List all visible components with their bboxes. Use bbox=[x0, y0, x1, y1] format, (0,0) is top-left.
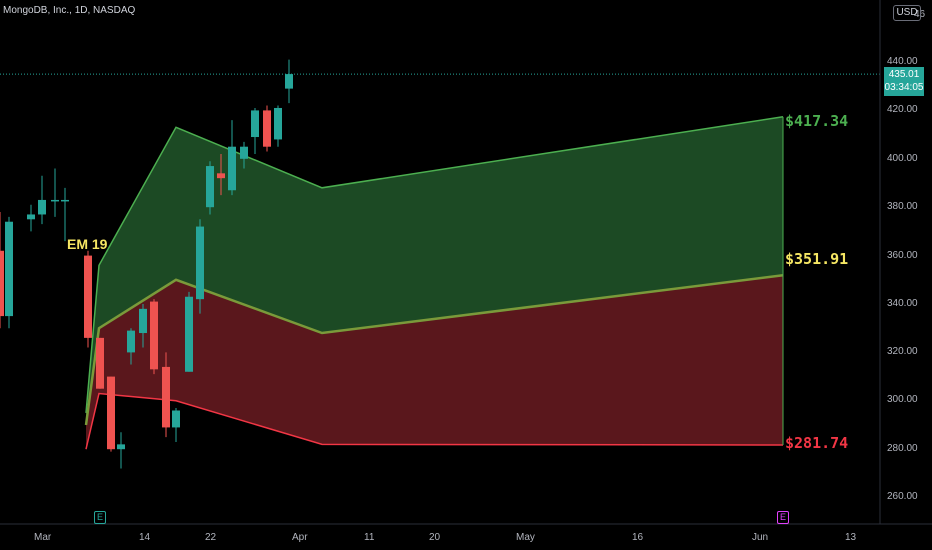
bar-countdown: 03:34:05 bbox=[884, 82, 924, 93]
y-tick-420: 420.00 bbox=[887, 104, 918, 115]
candle-body bbox=[217, 173, 225, 179]
candle-body bbox=[150, 301, 158, 370]
candle-body bbox=[127, 330, 135, 353]
y-tick-300: 300.00 bbox=[887, 394, 918, 405]
candle-body bbox=[27, 214, 35, 220]
x-tick-16: 16 bbox=[632, 532, 644, 543]
lower-target-label[interactable]: $281.74 bbox=[785, 434, 849, 452]
x-tick-mar: Mar bbox=[34, 532, 52, 543]
expected-move-label[interactable]: EM 19 bbox=[67, 236, 108, 252]
candle-body bbox=[206, 166, 214, 208]
upper-target-label[interactable]: $417.34 bbox=[785, 112, 849, 130]
candle-body bbox=[240, 146, 248, 159]
candle-body bbox=[61, 199, 69, 202]
candle-body bbox=[251, 110, 259, 138]
candle-body bbox=[263, 110, 271, 147]
x-tick-apr: Apr bbox=[292, 532, 308, 543]
candle-body bbox=[139, 308, 147, 334]
candle-body bbox=[172, 410, 180, 428]
upcoming-earnings-icon[interactable]: E bbox=[777, 511, 789, 524]
y-tick-400: 400.00 bbox=[887, 153, 918, 164]
candle-body bbox=[117, 444, 125, 450]
candle-body bbox=[162, 366, 170, 428]
price-scale-partial-tick: 46 bbox=[914, 9, 926, 20]
last-price-value: 435.01 bbox=[888, 69, 920, 80]
candle-body bbox=[285, 74, 293, 89]
y-tick-360: 360.00 bbox=[887, 250, 918, 261]
currency-button[interactable]: USD bbox=[893, 5, 921, 21]
candle-body bbox=[5, 221, 13, 317]
bullish-range-zone bbox=[86, 116, 783, 426]
middle-range-line bbox=[84, 273, 784, 426]
middle-target-label[interactable]: $351.91 bbox=[785, 250, 849, 268]
x-tick-may: May bbox=[516, 532, 535, 543]
y-tick-280: 280.00 bbox=[887, 443, 918, 454]
earnings-event-icon[interactable]: E bbox=[94, 511, 106, 524]
candle-body bbox=[107, 376, 115, 450]
symbol-title[interactable]: MongoDB, Inc., 1D, NASDAQ bbox=[3, 5, 136, 16]
y-tick-320: 320.00 bbox=[887, 346, 918, 357]
candle-body bbox=[84, 255, 92, 338]
y-tick-340: 340.00 bbox=[887, 298, 918, 309]
candle-body bbox=[38, 199, 46, 215]
x-tick-jun: Jun bbox=[752, 532, 769, 543]
x-tick-14: 14 bbox=[139, 532, 151, 543]
upper-range-line bbox=[85, 116, 784, 413]
x-tick-11: 11 bbox=[364, 532, 375, 543]
last-price-badge: 435.01 03:34:05 bbox=[884, 67, 924, 96]
candle-body bbox=[51, 199, 59, 202]
x-tick-22: 22 bbox=[205, 532, 217, 543]
y-tick-380: 380.00 bbox=[887, 201, 918, 212]
candle-body bbox=[0, 250, 4, 317]
y-tick-260: 260.00 bbox=[887, 491, 918, 502]
bearish-range-zone bbox=[86, 275, 783, 450]
candle-body bbox=[96, 337, 104, 389]
y-tick-440: 440.00 bbox=[887, 56, 918, 67]
candle-body bbox=[228, 146, 236, 191]
candle-body bbox=[185, 296, 193, 372]
lower-range-line bbox=[85, 392, 784, 450]
x-tick-20: 20 bbox=[429, 532, 441, 543]
x-tick-13: 13 bbox=[845, 532, 857, 543]
candle-body bbox=[196, 226, 204, 300]
candle-body bbox=[274, 107, 282, 140]
